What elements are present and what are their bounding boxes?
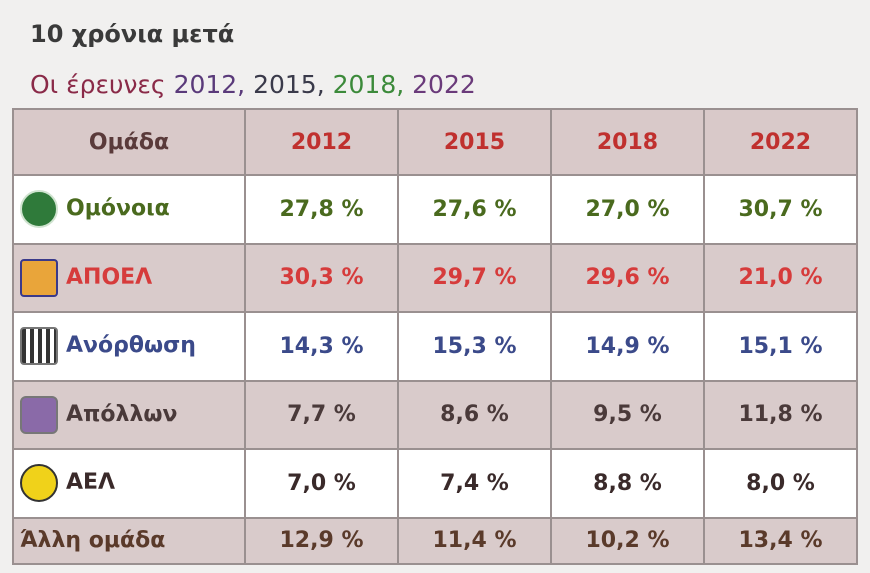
table-row: ΑΠΟΕΛ 30,3 % 29,7 % 29,6 % 21,0 %: [12, 242, 858, 314]
team-name: Απόλλων: [66, 401, 178, 427]
table-row: Απόλλων 7,7 % 8,6 % 9,5 % 11,8 %: [12, 379, 858, 451]
header-cell: Ομάδα: [12, 108, 246, 176]
subtitle-part: 2012,: [173, 70, 246, 99]
value-cell: 15,1 %: [703, 311, 858, 382]
value-cell: 11,8 %: [703, 379, 858, 451]
value-cell: 30,7 %: [703, 174, 858, 245]
team-cell: ΑΕΛ: [12, 448, 246, 519]
value-cell: 27,6 %: [397, 174, 552, 245]
team-name: Ανόρθωση: [66, 333, 196, 359]
team-logo: [20, 464, 58, 503]
team-name: ΑΕΛ: [66, 470, 116, 496]
table-row: Άλλη ομάδα 12,9 % 11,4 % 10,2 % 13,4 %: [12, 516, 858, 566]
table-body: Ομόνοια 27,8 % 27,6 % 27,0 % 30,7 % ΑΠΟΕΛ 30,3…: [12, 174, 858, 566]
team-logo: [20, 395, 58, 434]
value-cell: 8,8 %: [550, 448, 705, 519]
results-table: Ομάδα 2012 2015 2018 2022 Ομόνοια 27,8 % 27,6 …: [12, 108, 858, 566]
header-row: Ομάδα 2012 2015 2018 2022: [12, 108, 858, 176]
team-name: Άλλη ομάδα: [20, 528, 166, 554]
team-cell: Άλλη ομάδα: [12, 516, 246, 566]
team-name: Ομόνοια: [66, 196, 170, 222]
team-cell: Απόλλων: [12, 379, 246, 451]
value-cell: 7,0 %: [244, 448, 399, 519]
value-cell: 14,9 %: [550, 311, 705, 382]
value-cell: 8,0 %: [703, 448, 858, 519]
value-cell: 8,6 %: [397, 379, 552, 451]
value-cell: 7,4 %: [397, 448, 552, 519]
header-cell: 2022: [703, 108, 858, 176]
table-row: Ανόρθωση 14,3 % 15,3 % 14,9 % 15,1 %: [12, 311, 858, 382]
header-cell: 2018: [550, 108, 705, 176]
header-cell: 2015: [397, 108, 552, 176]
subtitle-part: Οι έρευνες: [30, 70, 166, 99]
value-cell: 14,3 %: [244, 311, 399, 382]
value-cell: 27,8 %: [244, 174, 399, 245]
value-cell: 15,3 %: [397, 311, 552, 382]
title: 10 χρόνια μετά: [30, 20, 235, 48]
header-cell: 2012: [244, 108, 399, 176]
subtitle-part: 2022: [412, 70, 476, 99]
team-cell: Ανόρθωση: [12, 311, 246, 382]
value-cell: 7,7 %: [244, 379, 399, 451]
subtitle-part: 2015,: [253, 70, 325, 99]
team-logo: [20, 258, 58, 297]
team-cell: ΑΠΟΕΛ: [12, 242, 246, 314]
value-cell: 29,7 %: [397, 242, 552, 314]
table-row: ΑΕΛ 7,0 % 7,4 % 8,8 % 8,0 %: [12, 448, 858, 519]
value-cell: 27,0 %: [550, 174, 705, 245]
value-cell: 30,3 %: [244, 242, 399, 314]
value-cell: 12,9 %: [244, 516, 399, 566]
value-cell: 21,0 %: [703, 242, 858, 314]
value-cell: 10,2 %: [550, 516, 705, 566]
team-name: ΑΠΟΕΛ: [66, 264, 153, 290]
subtitle: Οι έρευνες 2012, 2015, 2018, 2022: [30, 70, 476, 99]
team-cell: Ομόνοια: [12, 174, 246, 245]
team-logo: [20, 327, 58, 366]
team-logo: [20, 190, 58, 229]
table-row: Ομόνοια 27,8 % 27,6 % 27,0 % 30,7 %: [12, 174, 858, 245]
value-cell: 11,4 %: [397, 516, 552, 566]
subtitle-part: 2018,: [332, 70, 405, 99]
value-cell: 13,4 %: [703, 516, 858, 566]
value-cell: 9,5 %: [550, 379, 705, 451]
value-cell: 29,6 %: [550, 242, 705, 314]
